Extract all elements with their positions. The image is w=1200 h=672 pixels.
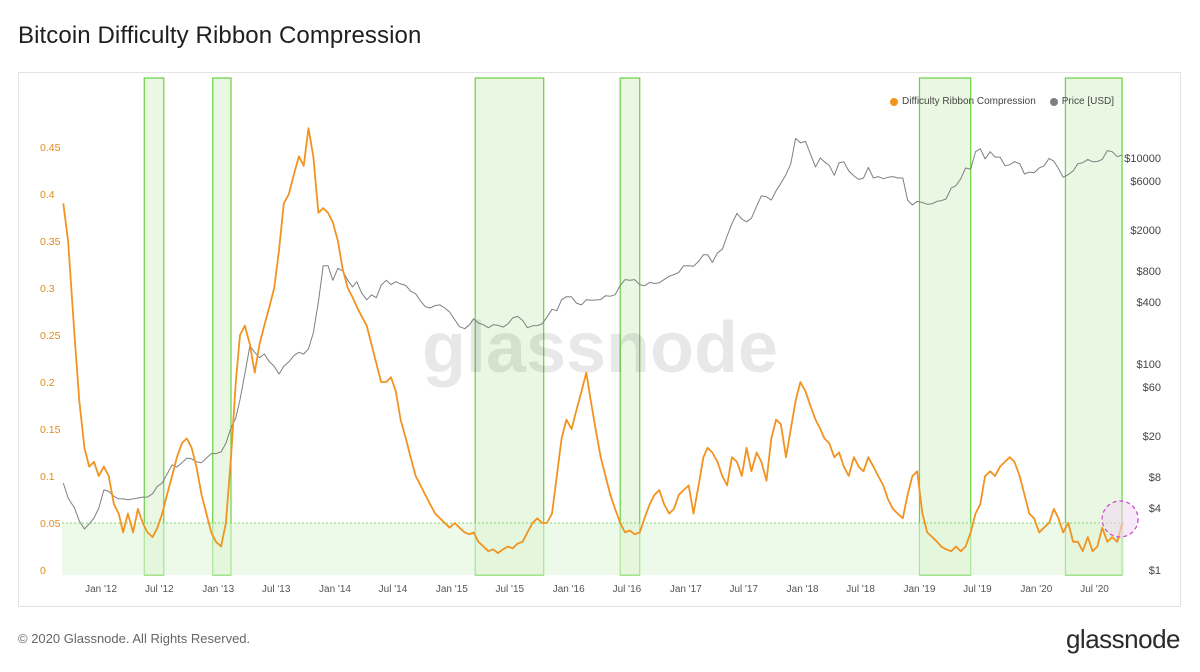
x-tick-label-8: Jan '16 bbox=[553, 584, 585, 595]
ribbon-line bbox=[62, 127, 1123, 554]
y-right-tick-label-0: $1 bbox=[1149, 565, 1161, 577]
y-right-tick-label-5: $100 bbox=[1137, 359, 1161, 371]
y-left-tick-label-2: 0.1 bbox=[40, 471, 55, 483]
watermark-text: glassnode bbox=[422, 308, 778, 388]
x-tick-label-6: Jan '15 bbox=[436, 584, 468, 595]
y-left-tick-label-6: 0.3 bbox=[40, 283, 55, 295]
chart-frame bbox=[18, 72, 1181, 607]
y-right-tick-label-10: $10000 bbox=[1124, 153, 1161, 165]
y-left-tick-label-7: 0.35 bbox=[40, 236, 61, 248]
current-value-circle bbox=[1101, 500, 1139, 538]
legend-label-price: Price [USD] bbox=[1061, 96, 1114, 107]
highlight-period-1 bbox=[143, 77, 165, 576]
y-right-tick-label-4: $60 bbox=[1143, 382, 1161, 394]
x-tick-label-1: Jul '12 bbox=[145, 584, 174, 595]
y-right-tick-label-2: $8 bbox=[1149, 472, 1161, 484]
highlight-period-5 bbox=[918, 77, 972, 576]
y-left-tick-label-9: 0.45 bbox=[40, 142, 61, 154]
x-tick-label-14: Jan '19 bbox=[904, 584, 936, 595]
y-right-tick-label-3: $20 bbox=[1143, 431, 1161, 443]
y-axis-right: $1 $4 $8 $20 $60 $100 $400 $800 $2000 $6000 $10000 bbox=[1124, 153, 1161, 577]
ribbon-series bbox=[62, 127, 1123, 554]
y-left-tick-label-0: 0 bbox=[40, 565, 46, 577]
chart-title: Bitcoin Difficulty Ribbon Compression bbox=[18, 22, 422, 49]
copyright-text: © 2020 Glassnode. All Rights Reserved. bbox=[18, 631, 251, 646]
legend-label-ribbon: Difficulty Ribbon Compression bbox=[902, 96, 1036, 107]
y-right-tick-label-9: $6000 bbox=[1130, 176, 1161, 188]
y-axis-left: 0 0.05 0.1 0.15 0.2 0.25 0.3 0.35 0.4 0.45 bbox=[40, 142, 61, 577]
x-tick-label-3: Jul '13 bbox=[262, 584, 291, 595]
x-tick-label-12: Jan '18 bbox=[787, 584, 819, 595]
x-tick-label-10: Jan '17 bbox=[670, 584, 702, 595]
x-tick-label-13: Jul '18 bbox=[846, 584, 875, 595]
y-right-tick-label-8: $2000 bbox=[1130, 225, 1161, 237]
current-value-marker bbox=[1101, 500, 1139, 538]
y-right-tick-label-7: $800 bbox=[1137, 266, 1161, 278]
y-left-tick-label-5: 0.25 bbox=[40, 330, 61, 342]
x-tick-label-11: Jul '17 bbox=[729, 584, 758, 595]
threshold-area bbox=[62, 523, 1124, 575]
x-tick-label-0: Jan '12 bbox=[85, 584, 117, 595]
glassnode-logo[interactable]: glassnode bbox=[1065, 624, 1181, 654]
y-left-tick-label-8: 0.4 bbox=[40, 189, 55, 201]
x-tick-label-16: Jan '20 bbox=[1020, 584, 1052, 595]
legend-dot-price bbox=[1049, 97, 1058, 106]
x-tick-label-5: Jul '14 bbox=[379, 584, 408, 595]
y-left-tick-label-3: 0.15 bbox=[40, 424, 61, 436]
x-axis: Jan '12 Jul '12 Jan '13 Jul '13 Jan '14 Jul '… bbox=[85, 584, 1109, 595]
chart-canvas: glassnode Jan '12 Jul '12 Jan '13 Jul '13 Ja… bbox=[40, 77, 1161, 595]
x-tick-label-2: Jan '13 bbox=[202, 584, 234, 595]
price-line bbox=[62, 137, 1123, 530]
y-right-tick-label-6: $400 bbox=[1137, 297, 1161, 309]
y-left-tick-label-1: 0.05 bbox=[40, 518, 61, 530]
legend-dot-ribbon bbox=[890, 97, 898, 106]
x-tick-label-9: Jul '16 bbox=[613, 584, 642, 595]
highlight-periods bbox=[143, 77, 1123, 576]
legend-item-ribbon[interactable]: Difficulty Ribbon Compression bbox=[890, 96, 1036, 107]
y-right-tick-label-1: $4 bbox=[1149, 503, 1161, 515]
legend: Difficulty Ribbon Compression Price [USD… bbox=[890, 96, 1114, 107]
highlight-period-3 bbox=[474, 77, 545, 576]
threshold-zone bbox=[62, 522, 1124, 575]
price-series bbox=[62, 137, 1123, 530]
x-tick-label-7: Jul '15 bbox=[495, 584, 524, 595]
y-left-tick-label-4: 0.2 bbox=[40, 377, 55, 389]
x-tick-label-17: Jul '20 bbox=[1080, 584, 1109, 595]
legend-item-price[interactable]: Price [USD] bbox=[1049, 96, 1114, 107]
x-tick-label-4: Jan '14 bbox=[319, 584, 351, 595]
x-tick-label-15: Jul '19 bbox=[963, 584, 992, 595]
